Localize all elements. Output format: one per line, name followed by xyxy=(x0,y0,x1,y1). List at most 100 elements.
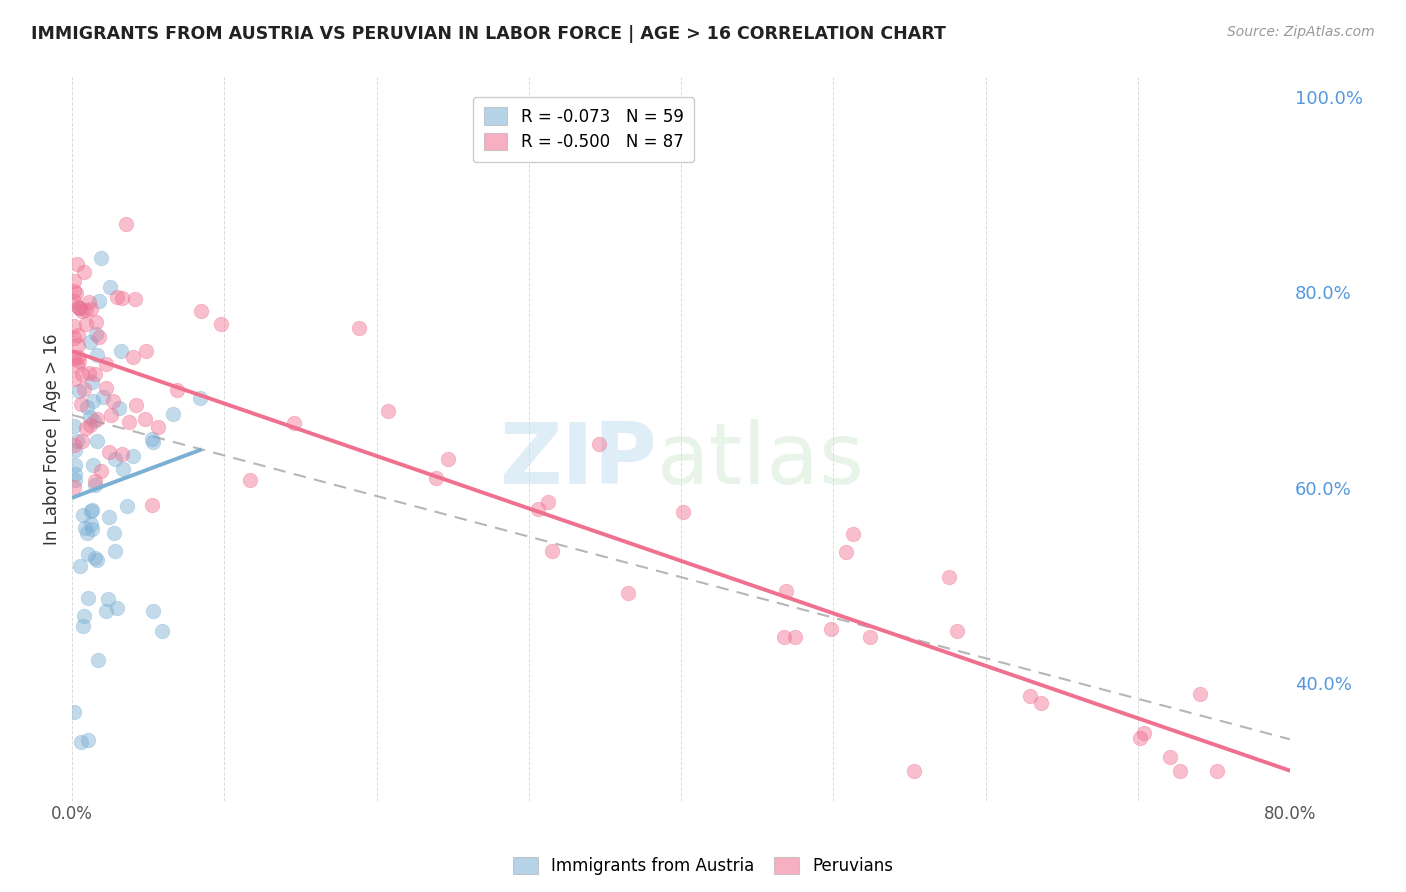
Point xyxy=(65,458,87,472)
Point xyxy=(70,434,93,449)
Point xyxy=(820,623,842,637)
Point xyxy=(80,503,103,517)
Point xyxy=(70,367,93,381)
Point xyxy=(141,498,163,512)
Point xyxy=(83,478,105,492)
Point xyxy=(72,609,94,624)
Point xyxy=(75,421,97,435)
Point xyxy=(537,494,560,508)
Legend: R = -0.073   N = 59, R = -0.500   N = 87: R = -0.073 N = 59, R = -0.500 N = 87 xyxy=(472,96,695,162)
Point xyxy=(283,416,305,430)
Point xyxy=(72,508,94,522)
Y-axis label: In Labor Force | Age > 16: In Labor Force | Age > 16 xyxy=(44,334,60,545)
Text: ZIP: ZIP xyxy=(499,419,657,502)
Point xyxy=(62,331,84,345)
Point xyxy=(190,304,212,318)
Point xyxy=(141,434,163,449)
Point xyxy=(63,318,86,333)
Point xyxy=(69,397,91,411)
Point xyxy=(62,418,84,433)
Point xyxy=(67,354,90,368)
Point xyxy=(70,735,93,749)
Point xyxy=(1205,764,1227,779)
Point xyxy=(72,304,94,318)
Point xyxy=(111,291,134,305)
Point xyxy=(75,303,97,318)
Point xyxy=(527,501,550,516)
Point xyxy=(859,630,882,644)
Point xyxy=(107,601,129,615)
Point xyxy=(66,358,89,372)
Point xyxy=(115,217,138,231)
Point xyxy=(67,301,90,315)
Point xyxy=(118,415,141,429)
Point xyxy=(111,461,134,475)
Point xyxy=(75,318,97,332)
Point xyxy=(62,284,84,298)
Point xyxy=(1159,750,1181,764)
Point xyxy=(98,509,121,524)
Point xyxy=(83,414,105,428)
Point xyxy=(162,407,184,421)
Point xyxy=(166,383,188,397)
Point xyxy=(148,420,170,434)
Point xyxy=(73,265,96,279)
Point xyxy=(66,257,89,271)
Point xyxy=(72,619,94,633)
Point xyxy=(69,559,91,574)
Point xyxy=(66,327,89,342)
Point xyxy=(834,545,856,559)
Point xyxy=(73,520,96,534)
Point xyxy=(135,344,157,359)
Point xyxy=(69,301,91,316)
Point xyxy=(94,357,117,371)
Point xyxy=(62,438,84,452)
Point xyxy=(76,401,98,415)
Point xyxy=(188,392,211,406)
Point xyxy=(672,505,695,519)
Point xyxy=(107,401,129,415)
Point xyxy=(83,368,105,382)
Point xyxy=(63,351,86,366)
Point xyxy=(110,344,132,359)
Point xyxy=(96,381,118,395)
Point xyxy=(1189,687,1212,701)
Point xyxy=(125,398,148,412)
Point xyxy=(347,321,370,335)
Point xyxy=(783,630,806,644)
Point xyxy=(150,624,173,639)
Point xyxy=(62,293,84,308)
Point xyxy=(66,434,89,448)
Point xyxy=(77,294,100,309)
Point xyxy=(616,585,638,599)
Point xyxy=(105,290,128,304)
Point xyxy=(122,449,145,463)
Point xyxy=(90,464,112,478)
Point xyxy=(94,604,117,618)
Point xyxy=(101,393,124,408)
Point xyxy=(76,525,98,540)
Point xyxy=(84,551,107,566)
Point xyxy=(122,351,145,365)
Point xyxy=(90,251,112,265)
Point xyxy=(77,367,100,381)
Point xyxy=(425,470,447,484)
Point xyxy=(115,499,138,513)
Point xyxy=(588,436,610,450)
Point xyxy=(80,301,103,316)
Point xyxy=(541,544,564,558)
Point xyxy=(73,382,96,396)
Point xyxy=(1029,696,1052,710)
Point xyxy=(97,591,120,606)
Point xyxy=(91,391,114,405)
Point xyxy=(84,314,107,328)
Point xyxy=(1129,731,1152,745)
Point xyxy=(76,733,98,747)
Point xyxy=(79,410,101,425)
Point xyxy=(87,653,110,667)
Point xyxy=(80,516,103,531)
Point xyxy=(82,394,104,409)
Point xyxy=(1019,689,1042,703)
Point xyxy=(67,384,90,399)
Point xyxy=(104,543,127,558)
